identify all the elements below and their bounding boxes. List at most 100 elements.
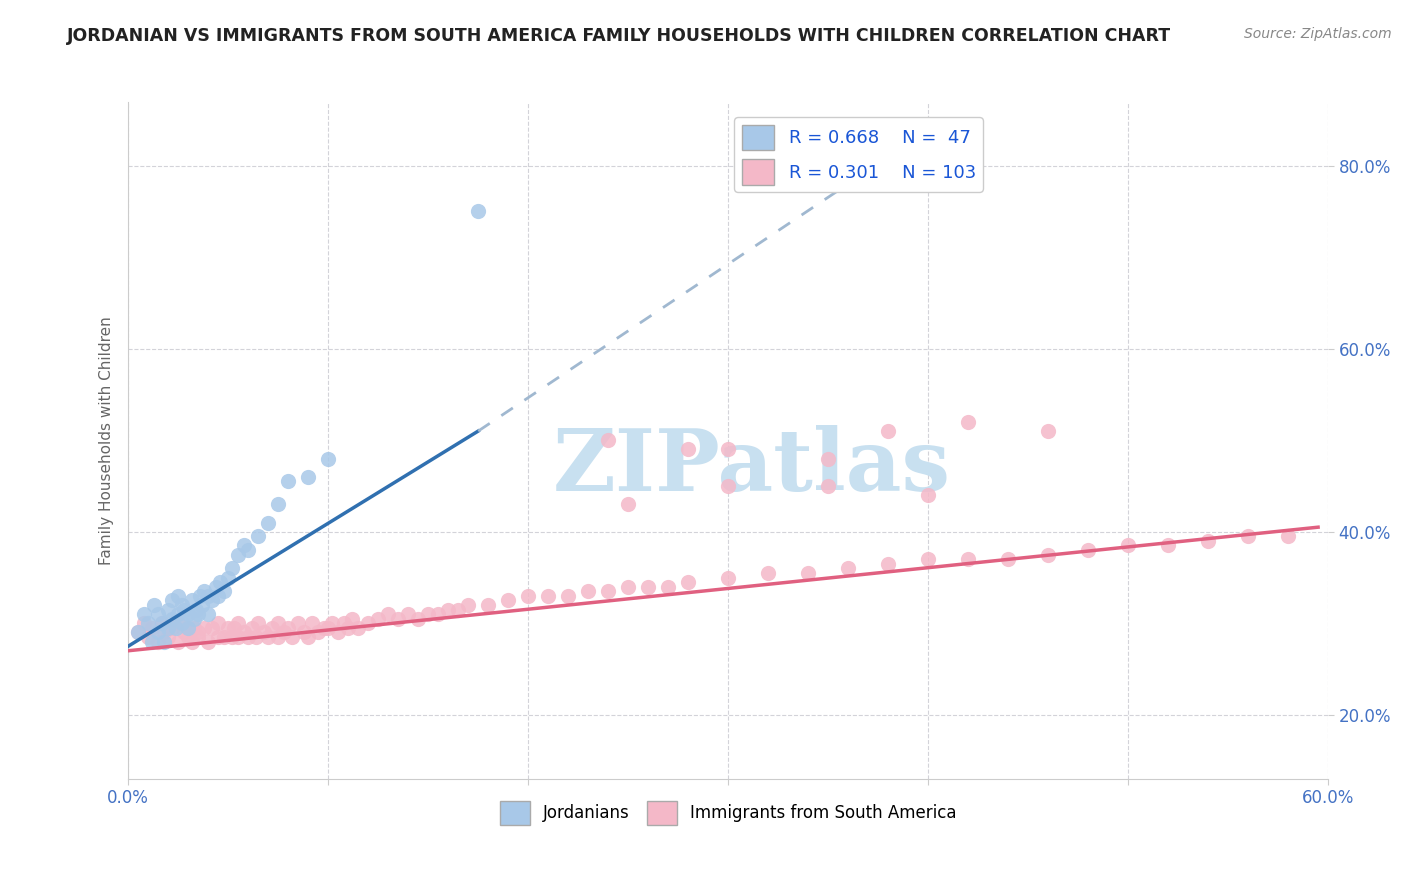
- Point: [717, 442, 740, 457]
- Point: [233, 625, 256, 640]
- Point: [247, 616, 270, 631]
- Point: [153, 634, 176, 648]
- Point: [238, 630, 260, 644]
- Point: [1077, 543, 1099, 558]
- Text: Source: ZipAtlas.com: Source: ZipAtlas.com: [1244, 27, 1392, 41]
- Point: [209, 575, 232, 590]
- Point: [598, 434, 620, 448]
- Point: [277, 475, 299, 489]
- Point: [281, 630, 304, 644]
- Point: [328, 625, 350, 640]
- Point: [177, 621, 200, 635]
- Point: [427, 607, 450, 622]
- Point: [837, 561, 859, 575]
- Point: [333, 616, 356, 631]
- Point: [457, 598, 479, 612]
- Point: [598, 584, 620, 599]
- Point: [267, 497, 290, 511]
- Point: [183, 612, 205, 626]
- Point: [136, 630, 159, 644]
- Point: [1237, 529, 1260, 543]
- Point: [637, 580, 659, 594]
- Point: [537, 589, 560, 603]
- Point: [150, 616, 173, 631]
- Point: [226, 616, 249, 631]
- Point: [226, 548, 249, 562]
- Point: [205, 580, 228, 594]
- Point: [418, 607, 440, 622]
- Point: [367, 612, 389, 626]
- Point: [267, 616, 290, 631]
- Point: [517, 589, 540, 603]
- Point: [191, 598, 214, 612]
- Point: [447, 602, 470, 616]
- Point: [186, 602, 208, 616]
- Point: [217, 570, 239, 584]
- Point: [297, 470, 319, 484]
- Point: [1036, 548, 1059, 562]
- Point: [233, 539, 256, 553]
- Point: [337, 621, 360, 635]
- Point: [177, 630, 200, 644]
- Point: [187, 607, 209, 622]
- Point: [321, 616, 343, 631]
- Point: [347, 621, 370, 635]
- Point: [188, 589, 211, 603]
- Point: [181, 593, 204, 607]
- Point: [157, 630, 180, 644]
- Point: [247, 529, 270, 543]
- Point: [172, 616, 194, 631]
- Point: [496, 593, 519, 607]
- Point: [127, 625, 149, 640]
- Point: [134, 607, 156, 622]
- Point: [1197, 533, 1219, 548]
- Point: [314, 621, 336, 635]
- Point: [148, 607, 170, 622]
- Point: [917, 552, 939, 566]
- Point: [756, 566, 779, 580]
- Point: [817, 479, 839, 493]
- Point: [387, 612, 409, 626]
- Point: [997, 552, 1019, 566]
- Point: [197, 589, 219, 603]
- Point: [617, 497, 640, 511]
- Point: [238, 543, 260, 558]
- Point: [153, 625, 176, 640]
- Point: [262, 621, 284, 635]
- Point: [197, 607, 219, 622]
- Point: [917, 488, 939, 502]
- Point: [1036, 424, 1059, 438]
- Point: [257, 630, 280, 644]
- Point: [201, 593, 224, 607]
- Point: [193, 621, 215, 635]
- Point: [207, 616, 229, 631]
- Point: [187, 630, 209, 644]
- Point: [240, 621, 263, 635]
- Point: [1277, 529, 1299, 543]
- Point: [877, 424, 900, 438]
- Point: [357, 616, 380, 631]
- Point: [127, 625, 149, 640]
- Point: [197, 634, 219, 648]
- Point: [957, 552, 980, 566]
- Point: [377, 607, 399, 622]
- Point: [167, 634, 190, 648]
- Point: [136, 616, 159, 631]
- Point: [307, 625, 329, 640]
- Point: [477, 598, 499, 612]
- Point: [177, 621, 200, 635]
- Point: [183, 621, 205, 635]
- Point: [717, 570, 740, 584]
- Point: [173, 602, 195, 616]
- Point: [177, 607, 200, 622]
- Point: [277, 621, 299, 635]
- Point: [253, 625, 276, 640]
- Point: [143, 598, 166, 612]
- Point: [193, 584, 215, 599]
- Point: [167, 589, 190, 603]
- Point: [267, 630, 290, 644]
- Point: [181, 634, 204, 648]
- Point: [172, 598, 194, 612]
- Text: JORDANIAN VS IMMIGRANTS FROM SOUTH AMERICA FAMILY HOUSEHOLDS WITH CHILDREN CORRE: JORDANIAN VS IMMIGRANTS FROM SOUTH AMERI…: [66, 27, 1171, 45]
- Point: [657, 580, 679, 594]
